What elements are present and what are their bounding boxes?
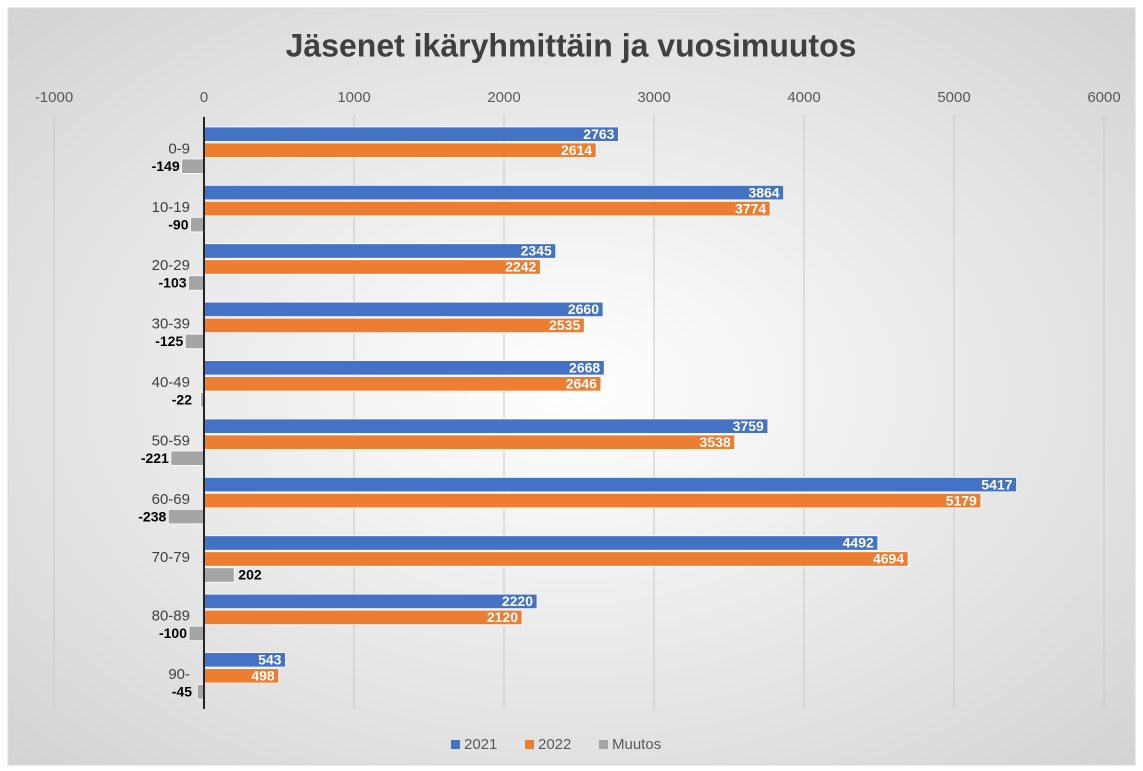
data-label: 202 bbox=[238, 567, 262, 583]
bar bbox=[203, 142, 597, 158]
data-label: 543 bbox=[258, 652, 282, 668]
data-label: 2345 bbox=[521, 243, 552, 259]
bar bbox=[203, 609, 523, 626]
data-label: -149 bbox=[152, 158, 180, 174]
bar bbox=[203, 551, 909, 567]
bar bbox=[203, 376, 602, 392]
legend-label: 2021 bbox=[464, 736, 497, 753]
legend-label: 2022 bbox=[538, 736, 571, 753]
x-tick-label: 4000 bbox=[787, 89, 820, 106]
data-label: 3864 bbox=[748, 184, 779, 200]
bar bbox=[170, 450, 205, 466]
data-label: 2660 bbox=[568, 301, 599, 317]
bar bbox=[203, 535, 879, 551]
chart-title: Jäsenet ikäryhmittäin ja vuosimuutos bbox=[286, 27, 857, 63]
legend-swatch bbox=[451, 740, 460, 749]
bar bbox=[203, 301, 604, 318]
legend-swatch bbox=[599, 740, 608, 749]
data-label: 3759 bbox=[733, 418, 764, 434]
data-label: 4694 bbox=[873, 551, 904, 567]
data-label: 3538 bbox=[700, 434, 731, 450]
bar bbox=[203, 317, 585, 334]
legend: 2021 2022 Muutos bbox=[451, 736, 661, 753]
data-label: 2220 bbox=[502, 593, 533, 609]
category-label: 90- bbox=[168, 666, 190, 683]
data-label: 3774 bbox=[735, 200, 766, 216]
legend-label: Muutos bbox=[612, 736, 661, 753]
bar bbox=[203, 243, 557, 259]
bar bbox=[203, 360, 605, 376]
category-label: 30-39 bbox=[152, 316, 190, 333]
bar bbox=[203, 567, 235, 583]
bar bbox=[203, 418, 769, 434]
data-label: -22 bbox=[172, 392, 192, 408]
bar bbox=[188, 275, 205, 291]
data-label: 2120 bbox=[487, 609, 518, 625]
bar bbox=[203, 476, 1017, 493]
data-label: 2242 bbox=[505, 259, 536, 275]
data-label: -221 bbox=[141, 450, 169, 466]
data-label: 5179 bbox=[946, 492, 977, 508]
data-label: -238 bbox=[138, 508, 166, 524]
bar bbox=[196, 684, 205, 700]
category-label: 20-29 bbox=[152, 257, 190, 274]
bar bbox=[203, 200, 771, 217]
data-label: 2535 bbox=[549, 317, 580, 333]
bar bbox=[203, 593, 538, 610]
bar bbox=[203, 259, 541, 275]
bar bbox=[203, 434, 736, 450]
bar bbox=[181, 158, 205, 174]
data-label: 2646 bbox=[566, 376, 597, 392]
legend-swatch bbox=[525, 740, 534, 749]
bar bbox=[203, 492, 982, 509]
data-label: 2763 bbox=[583, 126, 614, 142]
category-label: 0-9 bbox=[168, 140, 190, 157]
category-label: 80-89 bbox=[152, 608, 190, 625]
x-tick-label: -1000 bbox=[35, 89, 73, 106]
data-label: -100 bbox=[159, 625, 187, 641]
x-tick-label: 0 bbox=[200, 89, 208, 106]
data-label: 5417 bbox=[981, 476, 1012, 492]
bar bbox=[188, 625, 205, 642]
bar bbox=[184, 333, 205, 350]
data-label: -103 bbox=[159, 275, 187, 291]
data-label: 2614 bbox=[561, 142, 592, 158]
category-label: 40-49 bbox=[152, 374, 190, 391]
x-tick-label: 2000 bbox=[487, 89, 520, 106]
category-label: 70-79 bbox=[152, 549, 190, 566]
category-label: 60-69 bbox=[152, 491, 190, 508]
bar bbox=[203, 126, 619, 142]
x-tick-label: 3000 bbox=[637, 89, 670, 106]
data-label: -45 bbox=[172, 684, 192, 700]
data-label: -90 bbox=[168, 216, 188, 232]
category-label: 10-19 bbox=[152, 199, 190, 216]
bar bbox=[190, 216, 205, 233]
x-tick-label: 6000 bbox=[1087, 89, 1120, 106]
category-label: 50-59 bbox=[152, 432, 190, 449]
data-label: 498 bbox=[251, 668, 275, 684]
bar bbox=[167, 508, 205, 525]
bar bbox=[203, 184, 784, 201]
x-tick-label: 1000 bbox=[337, 89, 370, 106]
x-tick-label: 5000 bbox=[937, 89, 970, 106]
data-label: -125 bbox=[155, 333, 183, 349]
data-label: 4492 bbox=[843, 535, 874, 551]
data-label: 2668 bbox=[569, 360, 600, 376]
